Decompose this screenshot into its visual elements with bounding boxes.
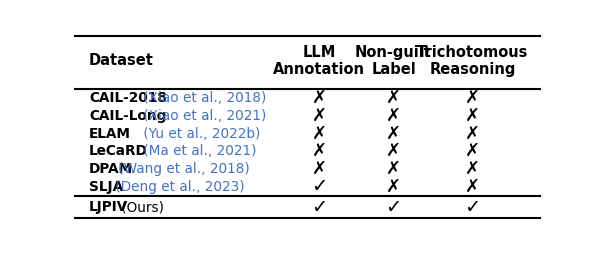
Text: Trichotomous
Reasoning: Trichotomous Reasoning: [417, 45, 528, 77]
Text: LeCaRD: LeCaRD: [89, 144, 148, 158]
Text: SLJA: SLJA: [89, 180, 123, 194]
Text: LJPIV: LJPIV: [89, 200, 128, 214]
Text: ✗: ✗: [311, 160, 326, 178]
Text: ✗: ✗: [465, 124, 480, 142]
Text: ✗: ✗: [386, 160, 401, 178]
Text: (Xiao et al., 2021): (Xiao et al., 2021): [139, 109, 266, 123]
Text: DPAM: DPAM: [89, 162, 133, 176]
Text: ✓: ✓: [311, 198, 328, 217]
Text: Dataset: Dataset: [89, 53, 154, 68]
Text: ✗: ✗: [311, 89, 326, 107]
Text: ✗: ✗: [311, 124, 326, 142]
Text: ✓: ✓: [385, 198, 402, 217]
Text: ✗: ✗: [386, 142, 401, 160]
Text: ✗: ✗: [465, 160, 480, 178]
Text: ✗: ✗: [386, 89, 401, 107]
Text: (Wang et al., 2018): (Wang et al., 2018): [114, 162, 250, 176]
Text: ✓: ✓: [464, 198, 481, 217]
Text: ✗: ✗: [311, 142, 326, 160]
Text: (Deng et al., 2023): (Deng et al., 2023): [111, 180, 245, 194]
Text: (Yu et al., 2022b): (Yu et al., 2022b): [139, 126, 260, 140]
Text: (Ma et al., 2021): (Ma et al., 2021): [139, 144, 257, 158]
Text: ✗: ✗: [465, 107, 480, 125]
Text: ✗: ✗: [311, 107, 326, 125]
Text: CAIL-2018: CAIL-2018: [89, 91, 167, 105]
Text: (Xiao et al., 2018): (Xiao et al., 2018): [139, 91, 266, 105]
Text: ✗: ✗: [386, 124, 401, 142]
Text: ✗: ✗: [465, 89, 480, 107]
Text: LLM
Annotation: LLM Annotation: [273, 45, 365, 77]
Text: ✗: ✗: [465, 178, 480, 196]
Text: CAIL-Long: CAIL-Long: [89, 109, 166, 123]
Text: ✗: ✗: [465, 142, 480, 160]
Text: (Ours): (Ours): [117, 200, 164, 214]
Text: ELAM: ELAM: [89, 126, 131, 140]
Text: Non-guilt
Label: Non-guilt Label: [355, 45, 432, 77]
Text: ✗: ✗: [386, 178, 401, 196]
Text: ✗: ✗: [386, 107, 401, 125]
Text: ✓: ✓: [311, 177, 328, 196]
